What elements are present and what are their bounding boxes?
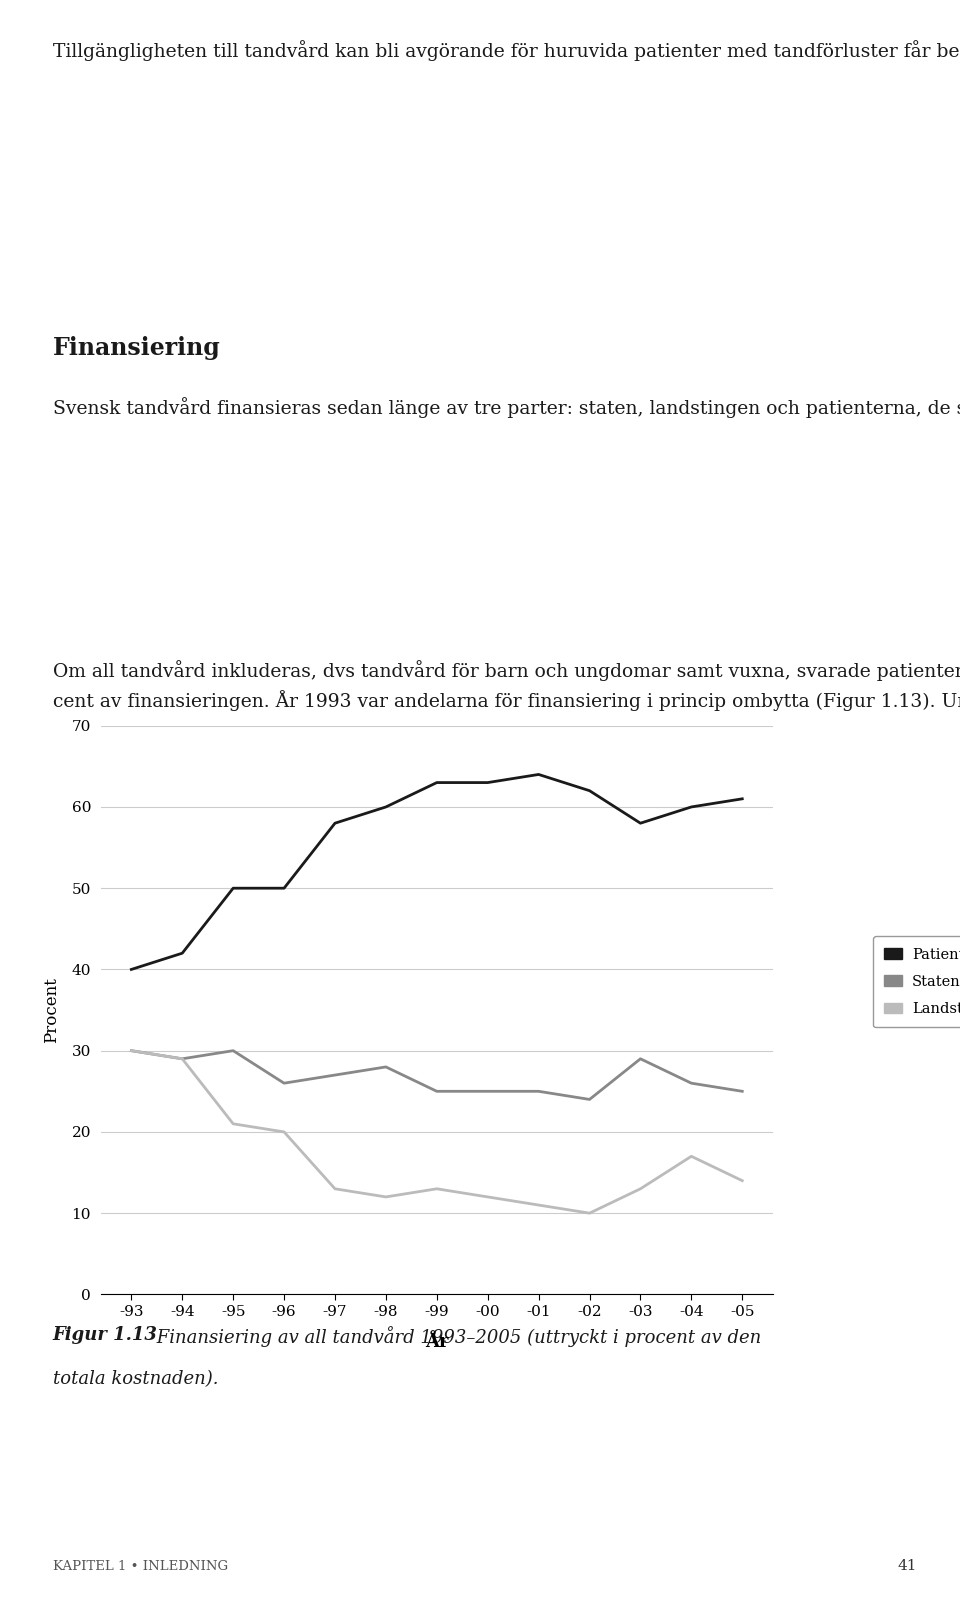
Y-axis label: Procent: Procent [43,977,60,1043]
Text: Finansiering av all tandvård 1993–2005 (uttryckt i procent av den: Finansiering av all tandvård 1993–2005 (… [151,1326,761,1347]
X-axis label: År: År [425,1333,448,1350]
Text: Tillgängligheten till tandvård kan bli avgörande för huruvida patienter med tand: Tillgängligheten till tandvård kan bli a… [53,40,960,61]
Text: Figur 1.13: Figur 1.13 [53,1326,157,1344]
Text: 41: 41 [898,1559,917,1573]
Legend: Patientavgifter, Staten, Landstingen: Patientavgifter, Staten, Landstingen [873,936,960,1027]
Text: Svensk tandvård finansieras sedan länge av tre parter: staten, landstingen och p: Svensk tandvård finansieras sedan länge … [53,397,960,418]
Text: KAPITEL 1 • INLEDNING: KAPITEL 1 • INLEDNING [53,1560,228,1573]
Text: Om all tandvård inkluderas, dvs tandvård för barn och ungdomar samt vuxna, svara: Om all tandvård inkluderas, dvs tandvård… [53,660,960,711]
Text: Finansiering: Finansiering [53,336,221,360]
Text: totala kostnaden).: totala kostnaden). [53,1370,218,1387]
